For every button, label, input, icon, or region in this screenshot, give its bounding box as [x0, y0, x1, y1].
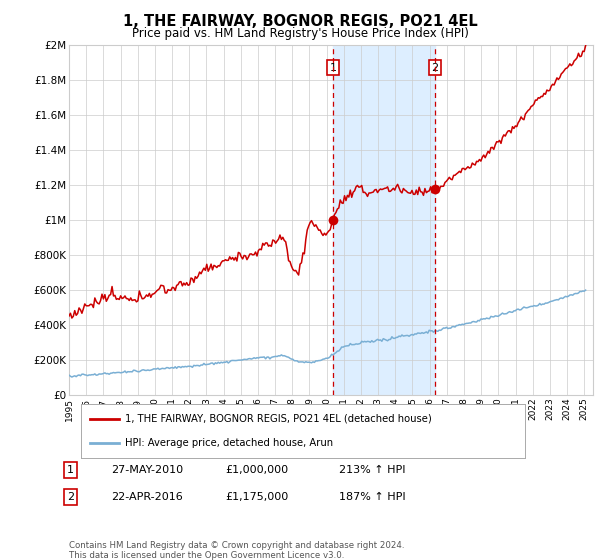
Text: 1: 1	[67, 465, 74, 475]
Text: 2: 2	[431, 63, 439, 73]
Text: 27-MAY-2010: 27-MAY-2010	[111, 465, 183, 475]
Text: 187% ↑ HPI: 187% ↑ HPI	[339, 492, 406, 502]
Text: 1, THE FAIRWAY, BOGNOR REGIS, PO21 4EL (detached house): 1, THE FAIRWAY, BOGNOR REGIS, PO21 4EL (…	[125, 414, 432, 424]
Text: 213% ↑ HPI: 213% ↑ HPI	[339, 465, 406, 475]
Text: £1,175,000: £1,175,000	[225, 492, 288, 502]
Bar	[333, 45, 435, 395]
Text: £1,000,000: £1,000,000	[225, 465, 288, 475]
Text: Price paid vs. HM Land Registry's House Price Index (HPI): Price paid vs. HM Land Registry's House …	[131, 27, 469, 40]
Text: Contains HM Land Registry data © Crown copyright and database right 2024.
This d: Contains HM Land Registry data © Crown c…	[69, 541, 404, 560]
Text: HPI: Average price, detached house, Arun: HPI: Average price, detached house, Arun	[125, 438, 334, 448]
Text: 2: 2	[67, 492, 74, 502]
Text: 1: 1	[329, 63, 337, 73]
Text: 1, THE FAIRWAY, BOGNOR REGIS, PO21 4EL: 1, THE FAIRWAY, BOGNOR REGIS, PO21 4EL	[122, 14, 478, 29]
Text: 22-APR-2016: 22-APR-2016	[111, 492, 183, 502]
